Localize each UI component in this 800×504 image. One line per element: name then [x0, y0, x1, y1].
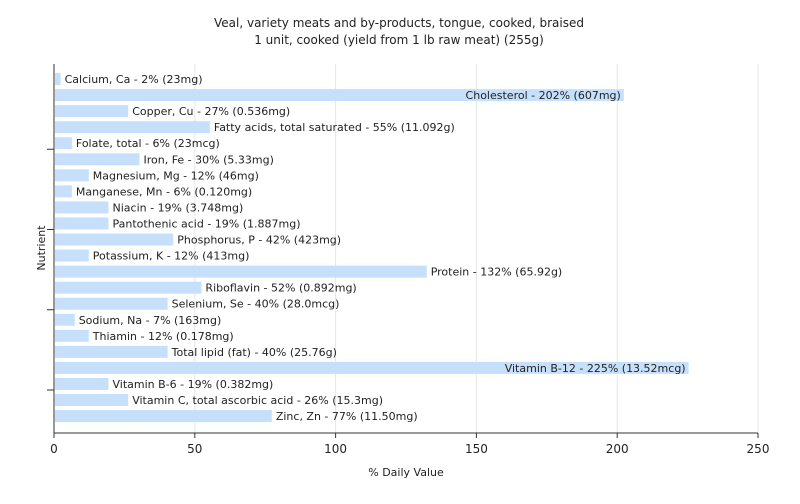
bar-label: Zinc, Zn - 77% (11.50mg)	[276, 410, 418, 423]
bar-label: Niacin - 19% (3.748mg)	[113, 201, 244, 214]
bar	[55, 249, 89, 262]
bar	[55, 394, 129, 407]
bar	[55, 121, 210, 134]
bar	[55, 361, 689, 374]
bar	[55, 345, 168, 358]
axis-layer: 0 50 100 150 200 250	[47, 64, 769, 456]
x-tick-label: 50	[187, 442, 202, 456]
y-axis-title: Nutrient	[35, 225, 48, 271]
bar-label: Calcium, Ca - 2% (23mg)	[65, 73, 203, 86]
chart-subtitle: 1 unit, cooked (yield from 1 lb raw meat…	[254, 33, 544, 47]
bar-label: Thiamin - 12% (0.178mg)	[92, 330, 234, 343]
bar-label: Iron, Fe - 30% (5.33mg)	[143, 153, 273, 166]
bar	[55, 185, 72, 198]
grid-layer	[194, 64, 759, 433]
x-tick-label: 250	[747, 442, 770, 456]
bar	[55, 329, 89, 342]
x-tick-label: 150	[465, 442, 488, 456]
bar-label: Protein - 132% (65.92g)	[431, 266, 563, 279]
x-tick-label: 200	[606, 442, 629, 456]
bar-label: Fatty acids, total saturated - 55% (11.0…	[214, 121, 455, 134]
bar-label: Vitamin C, total ascorbic acid - 26% (15…	[132, 394, 383, 407]
bar	[55, 137, 72, 150]
bar-label: Folate, total - 6% (23mcg)	[76, 137, 220, 150]
bar-label: Total lipid (fat) - 40% (25.76g)	[171, 346, 337, 359]
bar-label: Magnesium, Mg - 12% (46mg)	[93, 169, 259, 182]
bar-label: Pantothenic acid - 19% (1.887mg)	[113, 217, 301, 230]
bar-label: Sodium, Na - 7% (163mg)	[79, 314, 222, 327]
bar-label: Riboflavin - 52% (0.892mg)	[205, 282, 356, 295]
bar	[55, 73, 61, 86]
bar-label: Manganese, Mn - 6% (0.120mg)	[76, 185, 252, 198]
bar	[55, 105, 129, 118]
bar	[55, 265, 427, 278]
bar	[55, 201, 109, 214]
bar	[55, 217, 109, 230]
bar	[55, 297, 168, 310]
bar-label: Vitamin B-12 - 225% (13.52mcg)	[505, 362, 686, 375]
bar	[55, 153, 140, 166]
x-tick-label: 100	[324, 442, 347, 456]
bar-layer: Calcium, Ca - 2% (23mg) Cholesterol - 202…	[55, 73, 689, 423]
bar-label: Cholesterol - 202% (607mg)	[466, 89, 621, 102]
x-axis-title: % Daily Value	[368, 466, 444, 479]
bar-label: Phosphorus, P - 42% (423mg)	[177, 234, 341, 247]
bar	[55, 410, 272, 423]
bar	[55, 377, 109, 390]
bar	[55, 169, 89, 182]
bar	[55, 281, 202, 294]
bar-label: Selenium, Se - 40% (28.0mcg)	[172, 298, 340, 311]
bar	[55, 313, 75, 326]
bar-label: Potassium, K - 12% (413mg)	[93, 250, 250, 263]
x-tick-label: 0	[50, 442, 58, 456]
bar-label: Copper, Cu - 27% (0.536mg)	[132, 105, 290, 118]
bar	[55, 89, 624, 102]
bar-label: Vitamin B-6 - 19% (0.382mg)	[113, 378, 274, 391]
bar	[55, 233, 174, 246]
chart-title: Veal, variety meats and by-products, ton…	[214, 16, 584, 30]
